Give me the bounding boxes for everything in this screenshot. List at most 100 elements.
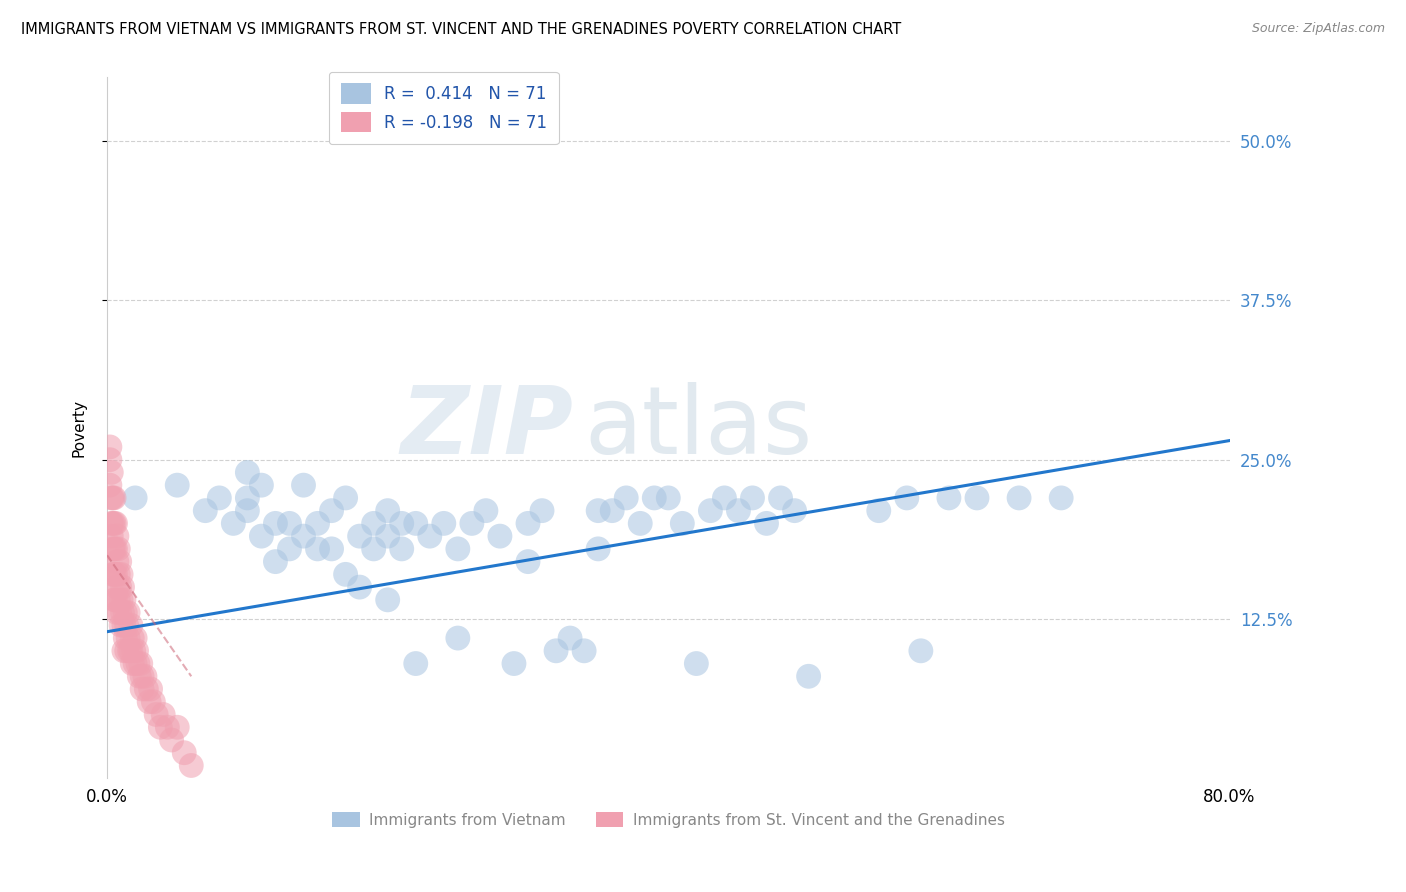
Point [104,516,127,531]
Point [461,516,484,531]
Point [115,644,138,658]
Point [236,466,259,480]
Point [114,631,136,645]
Point [101,541,124,556]
Point [558,631,581,645]
Point [363,541,385,556]
Point [138,695,160,709]
Point [783,503,806,517]
Point [307,541,329,556]
Point [104,567,127,582]
Text: atlas: atlas [583,382,813,474]
Point [108,606,131,620]
Point [104,541,127,556]
Point [117,606,139,620]
Point [100,516,122,531]
Point [112,644,135,658]
Legend: Immigrants from Vietnam, Immigrants from St. Vincent and the Grenadines: Immigrants from Vietnam, Immigrants from… [326,805,1011,834]
Point [868,503,890,517]
Point [755,516,778,531]
Point [111,606,134,620]
Point [292,529,315,543]
Point [118,644,141,658]
Point [131,681,153,696]
Point [156,720,179,734]
Point [685,657,707,671]
Point [98,440,121,454]
Point [727,503,749,517]
Point [517,555,540,569]
Point [250,478,273,492]
Point [335,491,357,505]
Point [111,580,134,594]
Point [966,491,988,505]
Y-axis label: Poverty: Poverty [72,399,86,457]
Point [122,644,145,658]
Point [124,657,146,671]
Point [433,516,456,531]
Point [447,631,470,645]
Point [100,529,122,543]
Point [105,580,128,594]
Point [769,491,792,505]
Point [250,529,273,543]
Point [139,681,162,696]
Point [105,555,128,569]
Point [98,478,121,492]
Point [278,541,301,556]
Point [173,746,195,760]
Point [363,516,385,531]
Point [107,592,129,607]
Point [103,592,125,607]
Point [600,503,623,517]
Point [377,529,399,543]
Point [643,491,665,505]
Point [321,541,343,556]
Point [349,529,371,543]
Text: IMMIGRANTS FROM VIETNAM VS IMMIGRANTS FROM ST. VINCENT AND THE GRENADINES POVERT: IMMIGRANTS FROM VIETNAM VS IMMIGRANTS FR… [21,22,901,37]
Point [292,478,315,492]
Point [236,503,259,517]
Point [614,491,637,505]
Point [194,503,217,517]
Point [671,516,693,531]
Point [120,644,142,658]
Point [475,503,498,517]
Point [910,644,932,658]
Point [120,618,142,632]
Point [114,606,136,620]
Point [938,491,960,505]
Point [405,516,427,531]
Point [657,491,679,505]
Text: ZIP: ZIP [401,382,572,474]
Point [152,707,174,722]
Point [699,503,721,517]
Point [101,491,124,505]
Point [544,644,567,658]
Point [100,466,122,480]
Point [107,567,129,582]
Point [264,555,287,569]
Point [134,669,156,683]
Point [105,529,128,543]
Point [112,592,135,607]
Point [110,618,132,632]
Point [391,516,413,531]
Point [531,503,554,517]
Point [135,681,157,696]
Point [447,541,470,556]
Point [115,618,138,632]
Point [103,491,125,505]
Point [117,631,139,645]
Point [107,541,129,556]
Point [586,503,609,517]
Point [104,592,127,607]
Point [236,491,259,505]
Point [377,503,399,517]
Point [124,491,146,505]
Point [208,491,231,505]
Point [335,567,357,582]
Point [98,452,121,467]
Point [160,733,183,747]
Point [349,580,371,594]
